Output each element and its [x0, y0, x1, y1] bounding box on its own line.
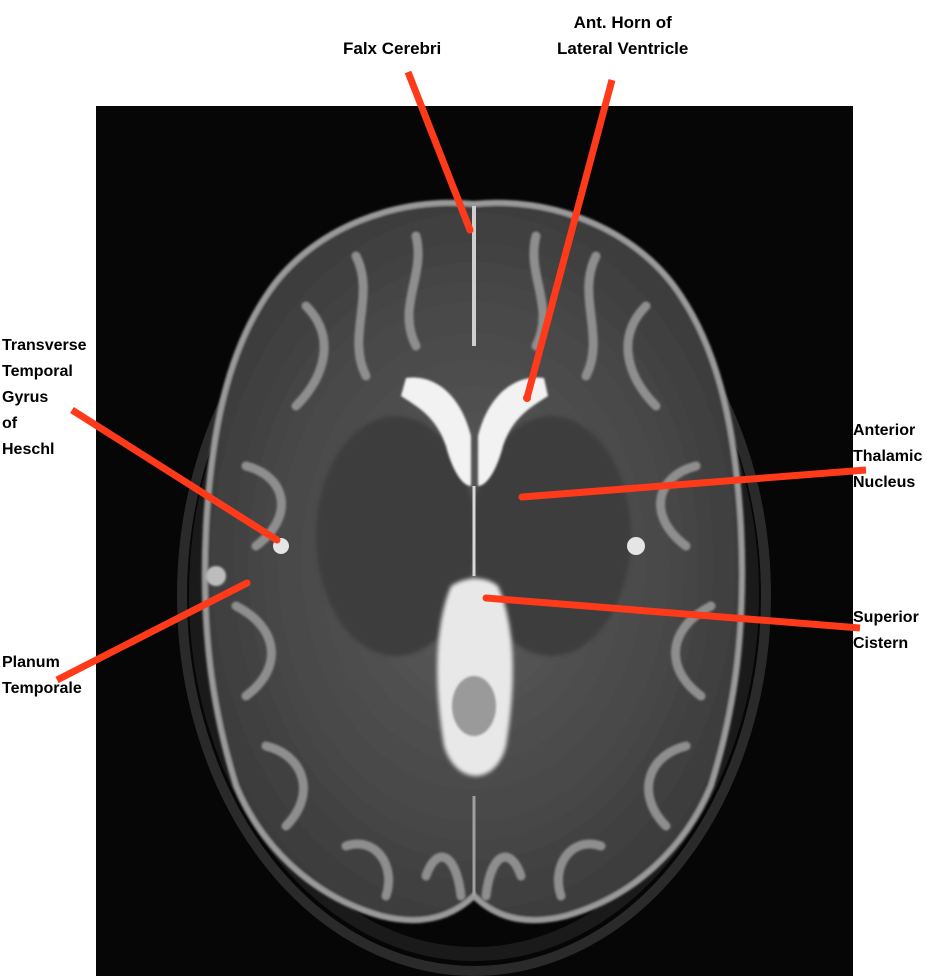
brain-scan [177, 199, 771, 976]
label-falx-cerebri: Falx Cerebri [343, 39, 442, 58]
lateral-ventricles [401, 377, 548, 486]
label-superior-cistern: Superior Cistern [853, 609, 919, 652]
label-planum-temporale: Planum Temporale [2, 654, 82, 697]
label-transverse-temporal-gyrus: Transverse Temporal Gyrus of Heschl [2, 337, 87, 458]
mri-image [96, 106, 853, 976]
label-ant-horn: Ant. Horn of Lateral Ventricle [557, 13, 689, 58]
label-anterior-thalamic-nucleus: Anterior Thalamic Nucleus [853, 422, 923, 491]
